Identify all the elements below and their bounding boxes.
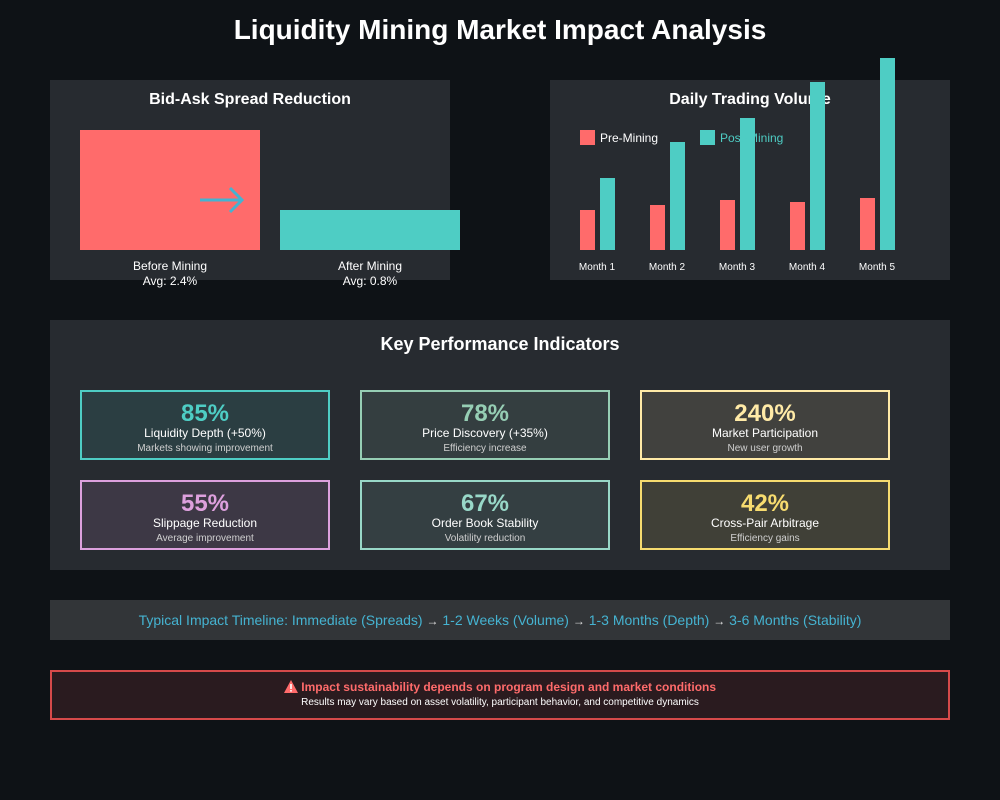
kpi-value: 55%: [180, 490, 230, 517]
volume-month-label: Month 4: [789, 262, 826, 273]
kpi-sublabel: Average improvement: [156, 533, 254, 544]
kpi-value: 78%: [460, 400, 510, 427]
kpi-card: 78% Price Discovery (+35%) Efficiency incr…: [360, 390, 610, 460]
impact-timeline: Typical Impact Timeline: Immediate (Spre…: [50, 600, 950, 640]
volume-bar: [790, 202, 805, 250]
arrow-right-icon: [200, 186, 245, 214]
legend-swatch: [580, 130, 595, 145]
spread-category-label: After Mining: [338, 259, 402, 273]
kpi-card: 42% Cross-Pair Arbitrage Efficiency gains: [640, 480, 890, 550]
volume-month-label: Month 2: [649, 262, 686, 273]
spread-category-label: Before Mining: [133, 259, 207, 273]
kpi-sublabel: Efficiency gains: [730, 533, 800, 544]
kpi-card: 67% Order Book Stability Volatility reduct…: [360, 480, 610, 550]
timeline-prefix: Typical Impact Timeline:: [138, 612, 292, 628]
kpi-sublabel: Volatility reduction: [444, 533, 526, 544]
warning-main: Impact sustainability depends on program…: [52, 680, 948, 694]
volume-month-label: Month 3: [719, 262, 756, 273]
volume-bar: [860, 198, 875, 250]
volume-bar: [580, 210, 595, 250]
volume-bar: [810, 82, 825, 250]
volume-bar: [650, 205, 665, 250]
volume-bar: [880, 58, 895, 250]
volume-bar: [670, 142, 685, 250]
timeline-step: 1-2 Weeks (Volume): [442, 612, 569, 628]
kpi-card: 240% Market Participation New user growth: [640, 390, 890, 460]
volume-chart: Month 1 Month 2 Month 3 Month 4 Month 5 Pre-M…: [579, 58, 896, 273]
kpi-value: 240%: [734, 400, 796, 427]
volume-month-label: Month 5: [859, 262, 896, 273]
warning-main-text: Impact sustainability depends on program…: [301, 680, 717, 694]
legend-swatch: [700, 130, 715, 145]
spread-value-label: Avg: 0.8%: [343, 274, 398, 288]
volume-bar: [740, 118, 755, 250]
timeline-arrow: →: [713, 614, 726, 628]
kpi-title: Key Performance Indicators: [380, 334, 620, 354]
spread-bar: [280, 210, 460, 250]
legend-label: Post-Mining: [720, 131, 783, 145]
kpi-label: Price Discovery (+35%): [422, 426, 548, 440]
kpi-label: Order Book Stability: [431, 516, 539, 530]
volume-bar: [600, 178, 615, 250]
kpi-value: 85%: [180, 400, 230, 427]
timeline-arrow: →: [572, 614, 585, 628]
warning-sub: Results may vary based on asset volatili…: [301, 697, 699, 708]
volume-bar: [720, 200, 735, 250]
volume-month-label: Month 1: [579, 262, 616, 273]
kpi-card: 85% Liquidity Depth (+50%) Markets showing…: [80, 390, 330, 460]
timeline-arrow: →: [426, 614, 439, 628]
timeline-step: 1-3 Months (Depth): [588, 612, 710, 628]
spread-chart-title: Bid-Ask Spread Reduction: [149, 91, 351, 108]
legend-label: Pre-Mining: [600, 131, 658, 145]
timeline-step: 3-6 Months (Stability): [729, 612, 862, 628]
kpi-sublabel: Efficiency increase: [443, 443, 527, 454]
kpi-label: Liquidity Depth (+50%): [144, 426, 266, 440]
kpi-sublabel: Markets showing improvement: [137, 443, 273, 454]
spread-value-label: Avg: 2.4%: [143, 274, 198, 288]
warning-triangle-icon: [283, 680, 298, 693]
page-title: Liquidity Mining Market Impact Analysis: [233, 14, 767, 45]
timeline-step: Immediate (Spreads): [291, 612, 423, 628]
kpi-sublabel: New user growth: [727, 443, 803, 454]
kpi-label: Slippage Reduction: [152, 516, 258, 530]
kpi-value: 67%: [460, 490, 510, 517]
warning-box: Impact sustainability depends on program…: [50, 670, 950, 720]
kpi-label: Market Participation: [711, 426, 819, 440]
volume-chart-title: Daily Trading Volume: [669, 91, 831, 108]
kpi-panel: Key Performance Indicators 85% Liquidity …: [50, 320, 950, 570]
kpi-value: 42%: [740, 490, 790, 517]
kpi-label: Cross-Pair Arbitrage: [710, 516, 820, 530]
kpi-card: 55% Slippage Reduction Average improvement: [80, 480, 330, 550]
